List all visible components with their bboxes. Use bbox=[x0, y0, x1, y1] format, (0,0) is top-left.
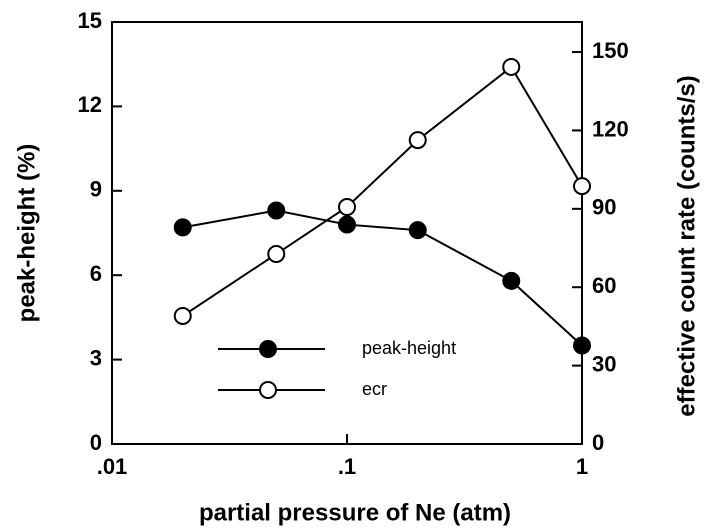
y-tick-label: 15 bbox=[78, 8, 102, 33]
y2-tick-label: 60 bbox=[592, 273, 616, 298]
legend-label: ecr bbox=[362, 379, 387, 399]
data-point bbox=[338, 198, 356, 217]
y2-tick-label: 0 bbox=[592, 430, 604, 455]
series-line bbox=[182, 209, 583, 347]
x-tick-label: 1 bbox=[576, 454, 588, 479]
y2-tick-label: 30 bbox=[592, 351, 616, 376]
y-axis-label: peak-height (%) bbox=[13, 144, 40, 323]
data-point bbox=[173, 306, 192, 325]
x-axis-label: partial pressure of Ne (atm) bbox=[199, 499, 511, 526]
x-tick-label: .1 bbox=[338, 454, 356, 479]
y-tick-label: 12 bbox=[78, 92, 102, 117]
y-tick-label: 6 bbox=[90, 261, 102, 286]
y-tick-label: 9 bbox=[90, 177, 102, 202]
x-tick-label: .01 bbox=[97, 454, 128, 479]
y2-tick-label: 120 bbox=[592, 116, 629, 141]
legend-label: peak-height bbox=[362, 338, 456, 358]
data-point bbox=[173, 218, 192, 237]
y-tick-label: 0 bbox=[90, 430, 102, 455]
legend-marker bbox=[259, 340, 277, 358]
data-point bbox=[267, 201, 286, 220]
data-point bbox=[573, 177, 591, 196]
series-line bbox=[182, 65, 583, 317]
data-point bbox=[502, 57, 521, 76]
data-point bbox=[267, 245, 286, 264]
data-point bbox=[408, 131, 427, 150]
data-point bbox=[502, 271, 521, 290]
y2-axis-label: effective count rate (counts/s) bbox=[673, 75, 700, 416]
data-point bbox=[573, 336, 591, 355]
y-tick-label: 3 bbox=[90, 345, 102, 370]
y2-tick-label: 150 bbox=[592, 38, 629, 63]
data-point bbox=[338, 215, 356, 234]
y2-tick-label: 90 bbox=[592, 195, 616, 220]
data-point bbox=[408, 221, 427, 240]
legend-marker bbox=[259, 381, 277, 399]
